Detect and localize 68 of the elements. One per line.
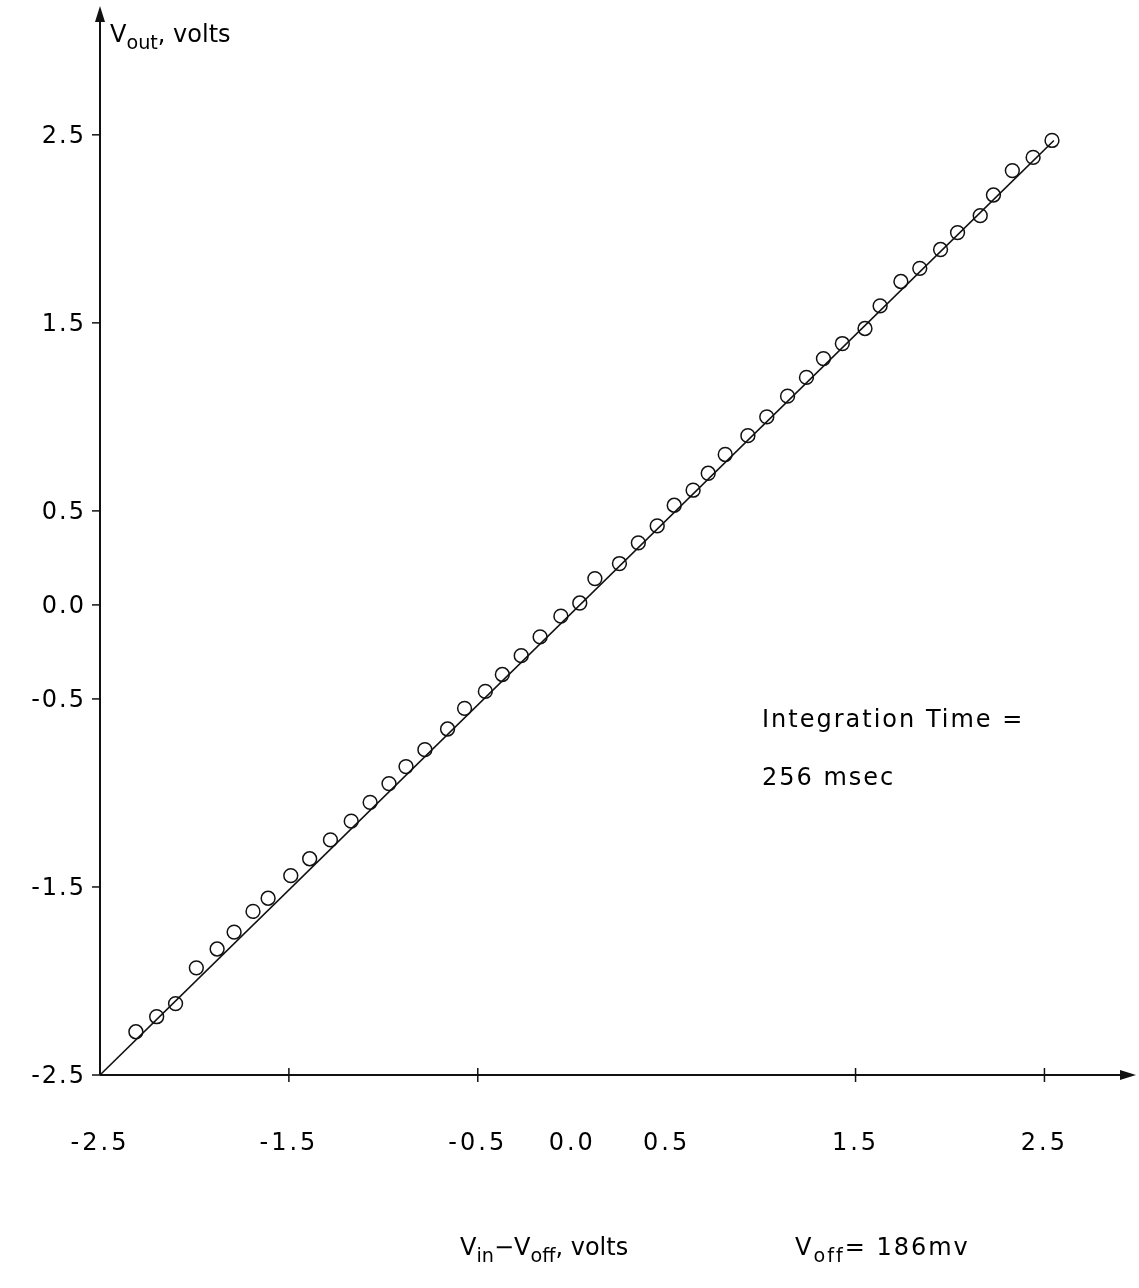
point xyxy=(553,608,569,624)
point xyxy=(893,273,909,290)
point xyxy=(1025,149,1041,166)
x-tick-label: 2.5 xyxy=(1020,1128,1069,1156)
y-axis-title: V$_{out}$, volts xyxy=(110,20,231,54)
x-tick-label: 1.5 xyxy=(831,1128,880,1156)
point xyxy=(572,595,588,611)
point xyxy=(932,241,949,258)
x-tick-label: -2.5 xyxy=(70,1128,130,1156)
point xyxy=(417,742,433,758)
point xyxy=(779,388,796,404)
point xyxy=(972,208,988,224)
annotation: 256 msec xyxy=(762,763,896,791)
point xyxy=(815,350,832,367)
y-tick-label: 0.5 xyxy=(41,496,86,525)
y-tick-label: 0.0 xyxy=(41,590,86,619)
point xyxy=(912,260,928,276)
point xyxy=(666,497,682,513)
point xyxy=(362,794,378,810)
point xyxy=(587,570,603,587)
point xyxy=(477,683,493,700)
point xyxy=(857,320,873,337)
y-tick-label: 2.5 xyxy=(41,120,86,149)
point xyxy=(513,648,529,664)
y-tick-label: -0.5 xyxy=(31,684,86,713)
point xyxy=(398,758,414,775)
point xyxy=(149,1009,165,1025)
point xyxy=(283,868,299,884)
point xyxy=(532,629,548,645)
x-axis-title: V$_{in}$−V$_{off}$, volts xyxy=(460,1233,629,1267)
text: V$_{off}$= 186mv xyxy=(795,1233,970,1267)
point xyxy=(611,555,628,572)
point xyxy=(700,465,716,481)
point xyxy=(167,995,184,1012)
y-tick-label: 1.5 xyxy=(41,308,86,337)
point xyxy=(985,187,1002,203)
point xyxy=(322,832,339,848)
point xyxy=(343,813,359,829)
point xyxy=(759,409,775,425)
y-tick-label: -1.5 xyxy=(31,872,86,901)
point xyxy=(128,1024,144,1040)
point xyxy=(834,335,850,352)
point xyxy=(260,890,276,906)
point xyxy=(226,924,242,940)
x-tick-label: 0.0 xyxy=(548,1128,596,1156)
point xyxy=(717,446,733,463)
x-tick-label: 0.5 xyxy=(643,1128,691,1156)
point xyxy=(740,428,756,444)
annotation: Integration Time = xyxy=(762,705,1025,733)
point xyxy=(245,903,261,920)
point xyxy=(798,369,815,386)
point xyxy=(872,298,888,314)
point xyxy=(685,482,701,498)
point xyxy=(649,518,665,534)
point xyxy=(302,851,318,867)
point xyxy=(949,224,966,241)
point xyxy=(630,535,646,551)
point xyxy=(456,700,473,716)
x-tick-label: -0.5 xyxy=(448,1128,508,1156)
point xyxy=(439,721,456,737)
x-tick-label: -1.5 xyxy=(259,1128,319,1156)
point xyxy=(494,666,510,683)
y-tick-label: -2.5 xyxy=(31,1061,86,1089)
point xyxy=(209,941,225,957)
point xyxy=(1004,162,1020,179)
point xyxy=(1044,132,1060,149)
point xyxy=(381,775,397,792)
point xyxy=(188,960,204,976)
